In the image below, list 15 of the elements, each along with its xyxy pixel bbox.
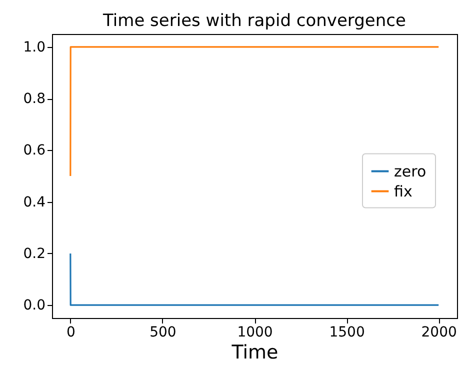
x-tick-label: 500 <box>150 324 176 340</box>
y-tick-label: 0.2 <box>23 246 46 262</box>
chart-title: Time series with rapid convergence <box>102 11 406 31</box>
x-tick-label: 0 <box>66 324 76 340</box>
x-tick-label: 1500 <box>329 324 365 340</box>
y-tick-label: 0.8 <box>23 91 46 108</box>
x-axis-title: Time <box>230 342 278 364</box>
y-tick-label: 1.0 <box>23 39 46 56</box>
legend-label: zero <box>394 162 426 180</box>
y-tick-label: 0.0 <box>23 298 46 314</box>
y-tick-label: 0.6 <box>23 142 46 159</box>
legend-label: fix <box>394 182 412 200</box>
x-tick-label: 2000 <box>421 324 457 340</box>
y-tick-label: 0.4 <box>23 194 46 210</box>
x-tick-label: 1000 <box>237 324 273 340</box>
